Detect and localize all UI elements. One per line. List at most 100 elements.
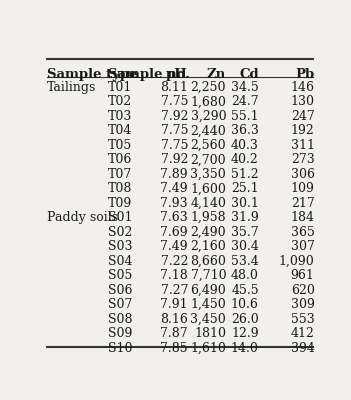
Text: S04: S04 <box>108 255 132 268</box>
Text: 31.9: 31.9 <box>231 211 259 224</box>
Text: 146: 146 <box>291 81 314 94</box>
Text: 2,160: 2,160 <box>190 240 226 253</box>
Text: 40.2: 40.2 <box>231 153 259 166</box>
Text: 130: 130 <box>291 96 314 108</box>
Text: T08: T08 <box>108 182 132 195</box>
Text: T09: T09 <box>108 197 132 210</box>
Text: 7,710: 7,710 <box>191 269 226 282</box>
Text: 311: 311 <box>291 139 314 152</box>
Text: Pb: Pb <box>295 68 314 81</box>
Text: 34.5: 34.5 <box>231 81 259 94</box>
Text: S09: S09 <box>108 327 132 340</box>
Text: 273: 273 <box>291 153 314 166</box>
Text: 26.0: 26.0 <box>231 312 259 326</box>
Text: 2,490: 2,490 <box>191 226 226 239</box>
Text: 8.11: 8.11 <box>160 81 188 94</box>
Text: 1,610: 1,610 <box>190 342 226 354</box>
Text: 7.85: 7.85 <box>160 342 188 354</box>
Text: 2,440: 2,440 <box>190 124 226 137</box>
Text: 8.16: 8.16 <box>160 312 188 326</box>
Text: 365: 365 <box>291 226 314 239</box>
Text: T03: T03 <box>108 110 132 123</box>
Text: 25.1: 25.1 <box>231 182 259 195</box>
Text: 45.5: 45.5 <box>231 284 259 297</box>
Text: 2,560: 2,560 <box>191 139 226 152</box>
Text: 109: 109 <box>291 182 314 195</box>
Text: T01: T01 <box>108 81 132 94</box>
Text: S07: S07 <box>108 298 132 311</box>
Text: 6,490: 6,490 <box>190 284 226 297</box>
Text: 309: 309 <box>291 298 314 311</box>
Text: 30.1: 30.1 <box>231 197 259 210</box>
Text: 620: 620 <box>291 284 314 297</box>
Text: 14.0: 14.0 <box>231 342 259 354</box>
Text: 24.7: 24.7 <box>231 96 259 108</box>
Text: 3,350: 3,350 <box>190 168 226 181</box>
Text: 1,680: 1,680 <box>190 96 226 108</box>
Text: 7.27: 7.27 <box>160 284 188 297</box>
Text: 961: 961 <box>291 269 314 282</box>
Text: 53.4: 53.4 <box>231 255 259 268</box>
Text: 35.7: 35.7 <box>231 226 259 239</box>
Text: 40.3: 40.3 <box>231 139 259 152</box>
Text: 12.9: 12.9 <box>231 327 259 340</box>
Text: 7.18: 7.18 <box>160 269 188 282</box>
Text: S02: S02 <box>108 226 132 239</box>
Text: S05: S05 <box>108 269 132 282</box>
Text: 55.1: 55.1 <box>231 110 259 123</box>
Text: pH: pH <box>166 68 188 81</box>
Text: 2,700: 2,700 <box>191 153 226 166</box>
Text: 30.4: 30.4 <box>231 240 259 253</box>
Text: S03: S03 <box>108 240 132 253</box>
Text: 247: 247 <box>291 110 314 123</box>
Text: 1810: 1810 <box>194 327 226 340</box>
Text: 7.91: 7.91 <box>160 298 188 311</box>
Text: 192: 192 <box>291 124 314 137</box>
Text: 7.87: 7.87 <box>160 327 188 340</box>
Text: S10: S10 <box>108 342 132 354</box>
Text: Cd: Cd <box>239 68 259 81</box>
Text: S08: S08 <box>108 312 132 326</box>
Text: S06: S06 <box>108 284 132 297</box>
Text: 307: 307 <box>291 240 314 253</box>
Text: 7.63: 7.63 <box>160 211 188 224</box>
Text: 51.2: 51.2 <box>231 168 259 181</box>
Text: 553: 553 <box>291 312 314 326</box>
Text: 7.89: 7.89 <box>160 168 188 181</box>
Text: 8,660: 8,660 <box>190 255 226 268</box>
Text: Tailings: Tailings <box>47 81 96 94</box>
Text: 1,090: 1,090 <box>279 255 314 268</box>
Text: 7.92: 7.92 <box>160 153 188 166</box>
Text: Paddy soils: Paddy soils <box>47 211 118 224</box>
Text: 7.69: 7.69 <box>160 226 188 239</box>
Text: 1,600: 1,600 <box>190 182 226 195</box>
Text: 4,140: 4,140 <box>190 197 226 210</box>
Text: 48.0: 48.0 <box>231 269 259 282</box>
Text: 7.75: 7.75 <box>160 96 188 108</box>
Text: 412: 412 <box>291 327 314 340</box>
Text: 184: 184 <box>291 211 314 224</box>
Text: 36.3: 36.3 <box>231 124 259 137</box>
Text: 394: 394 <box>291 342 314 354</box>
Text: 10.6: 10.6 <box>231 298 259 311</box>
Text: Sample type: Sample type <box>47 68 137 81</box>
Text: 3,450: 3,450 <box>190 312 226 326</box>
Text: Sample no.: Sample no. <box>108 68 190 81</box>
Text: T05: T05 <box>108 139 132 152</box>
Text: 306: 306 <box>291 168 314 181</box>
Text: 7.92: 7.92 <box>160 110 188 123</box>
Text: 2,250: 2,250 <box>191 81 226 94</box>
Text: 1,450: 1,450 <box>190 298 226 311</box>
Text: 3,290: 3,290 <box>191 110 226 123</box>
Text: Zn: Zn <box>207 68 226 81</box>
Text: T02: T02 <box>108 96 132 108</box>
Text: 7.93: 7.93 <box>160 197 188 210</box>
Text: T07: T07 <box>108 168 132 181</box>
Text: 7.22: 7.22 <box>160 255 188 268</box>
Text: T06: T06 <box>108 153 132 166</box>
Text: 7.75: 7.75 <box>160 124 188 137</box>
Text: 217: 217 <box>291 197 314 210</box>
Text: 7.49: 7.49 <box>160 182 188 195</box>
Text: T04: T04 <box>108 124 132 137</box>
Text: S01: S01 <box>108 211 132 224</box>
